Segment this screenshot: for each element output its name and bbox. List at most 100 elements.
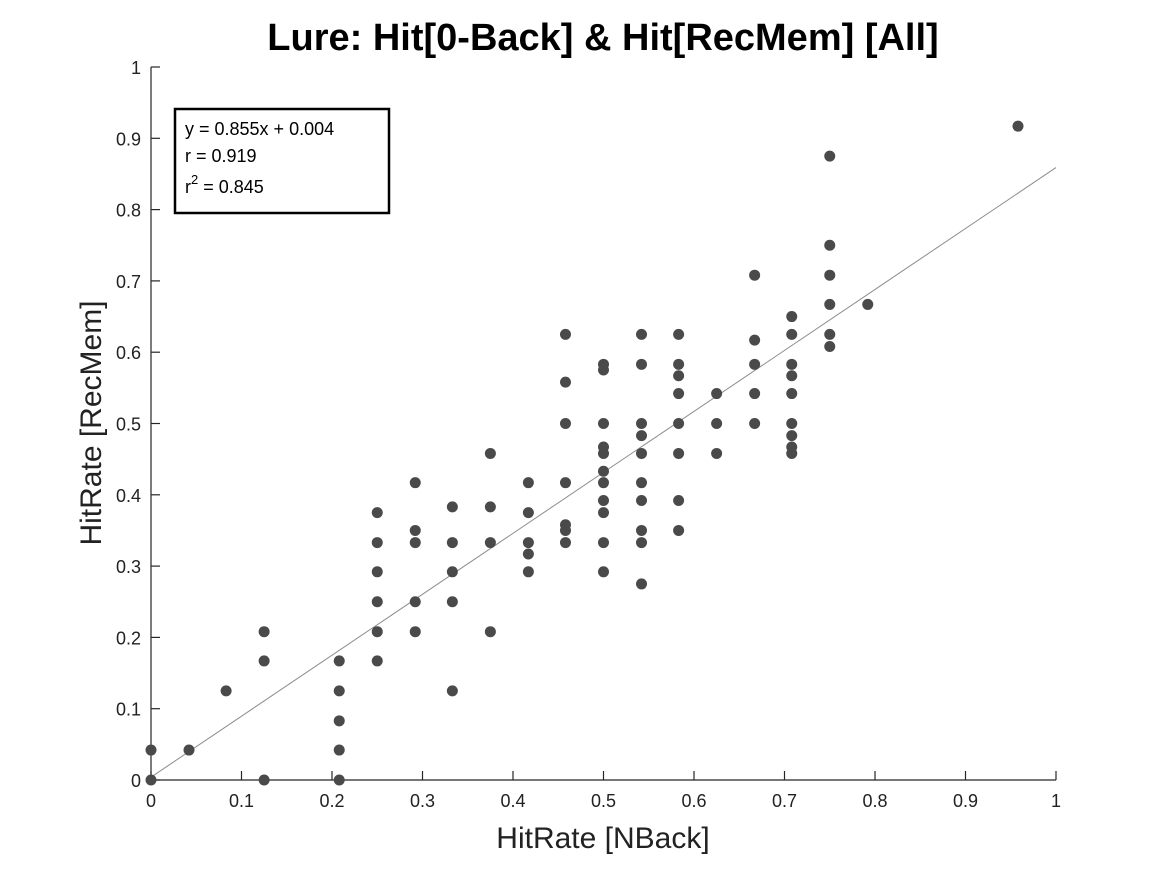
x-axis-label: HitRate [NBack] [496, 822, 709, 855]
data-point [636, 418, 648, 429]
data-point [371, 537, 383, 549]
data-point [559, 418, 571, 429]
data-point [371, 596, 383, 608]
data-point [559, 537, 571, 549]
stats-r: r = 0.919 [185, 146, 257, 166]
y-tick-label: 0 [131, 771, 141, 791]
data-point [333, 655, 345, 667]
data-point [371, 507, 383, 519]
data-point [371, 655, 383, 667]
data-point [711, 418, 723, 429]
data-point [636, 430, 648, 442]
data-point [559, 376, 571, 388]
y-tick-label: 0.2 [116, 628, 141, 648]
x-tick-label: 0.4 [500, 791, 525, 811]
y-tick-label: 0.9 [116, 129, 141, 149]
x-tick-label: 0.9 [953, 791, 978, 811]
data-point [258, 626, 270, 638]
data-point [673, 388, 685, 400]
data-point [598, 465, 609, 477]
x-tick-label: 0.3 [410, 791, 435, 811]
data-point [522, 548, 534, 560]
data-point [371, 626, 383, 638]
stats-equation: y = 0.855x + 0.004 [185, 119, 334, 139]
data-point [598, 364, 609, 376]
data-point [786, 328, 798, 340]
data-point [446, 685, 458, 697]
data-point [824, 328, 836, 340]
x-axis-ticks: 0 0.1 0.2 0.3 0.4 0.5 0.6 0.7 0.8 0.9 1 [146, 771, 1061, 811]
data-point [636, 495, 648, 507]
data-point [786, 447, 798, 459]
data-point [673, 370, 685, 382]
y-tick-label: 0.1 [116, 700, 141, 720]
data-point [484, 537, 496, 549]
data-point [673, 328, 685, 340]
data-point [409, 596, 421, 608]
data-point [598, 495, 609, 507]
data-points [145, 120, 1024, 786]
data-point [786, 370, 798, 382]
x-tick-label: 0.1 [229, 791, 254, 811]
data-point [258, 774, 270, 786]
data-point [145, 774, 157, 786]
data-point [749, 388, 761, 400]
y-axis-label: HitRate [RecMem] [75, 300, 108, 545]
y-tick-label: 0.8 [116, 201, 141, 221]
data-point [824, 150, 836, 162]
data-point [786, 358, 798, 370]
stats-box-frame [173, 107, 391, 215]
data-point [636, 328, 648, 340]
chart-title: Lure: Hit[0-Back] & Hit[RecMem] [All] [267, 17, 938, 59]
data-point [636, 477, 648, 489]
data-point [522, 477, 534, 489]
data-point [824, 269, 836, 281]
data-point [559, 477, 571, 489]
data-point [522, 507, 534, 519]
data-point [559, 328, 571, 340]
y-tick-label: 0.5 [116, 415, 141, 435]
data-point [673, 495, 685, 507]
data-point [145, 744, 157, 756]
data-point [673, 418, 685, 429]
data-point [522, 537, 534, 549]
x-tick-label: 0.7 [772, 791, 797, 811]
data-point [409, 477, 421, 489]
data-point [598, 477, 609, 489]
data-point [749, 334, 761, 346]
x-tick-label: 0.8 [862, 791, 887, 811]
data-point [484, 626, 496, 638]
y-tick-label: 0.6 [116, 343, 141, 363]
data-point [446, 501, 458, 513]
data-point [598, 418, 609, 429]
data-point [749, 358, 761, 370]
data-point [258, 655, 270, 667]
data-point [711, 388, 723, 400]
y-axis-ticks: 0 0.1 0.2 0.3 0.4 0.5 0.6 0.7 0.8 0.9 1 [116, 58, 160, 791]
data-point [824, 340, 836, 352]
data-point [824, 298, 836, 310]
data-point [598, 447, 609, 459]
data-point [786, 430, 798, 442]
data-point [522, 566, 534, 578]
data-point [636, 358, 648, 370]
x-tick-label: 0.2 [319, 791, 344, 811]
data-point [636, 537, 648, 549]
data-point [333, 774, 345, 786]
data-point [333, 685, 345, 697]
y-tick-label: 0.3 [116, 557, 141, 577]
data-point [786, 418, 798, 429]
stats-r-squared-base: r [185, 177, 191, 197]
data-point [446, 596, 458, 608]
data-point [598, 566, 609, 578]
data-point [636, 578, 648, 590]
data-point [446, 566, 458, 578]
data-point [333, 715, 345, 727]
data-point [673, 524, 685, 536]
data-point [333, 744, 345, 756]
data-point [598, 507, 609, 519]
data-point [749, 418, 761, 429]
y-tick-label: 1 [131, 58, 141, 78]
data-point [484, 447, 496, 459]
